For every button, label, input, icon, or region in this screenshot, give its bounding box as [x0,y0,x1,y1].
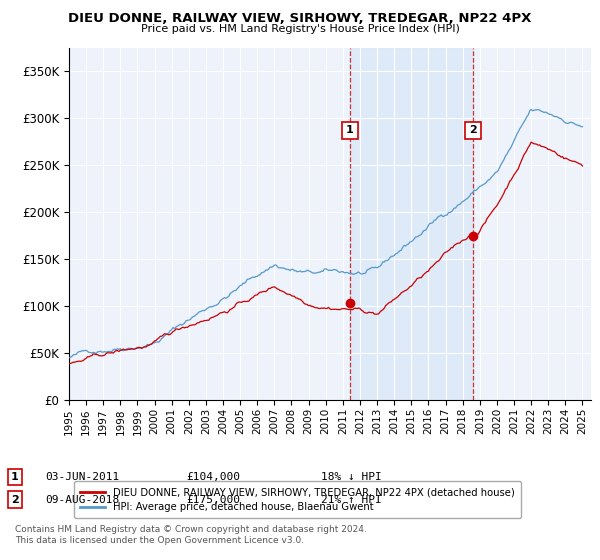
Text: 1: 1 [11,472,19,482]
Text: 2: 2 [469,125,477,136]
Text: 1: 1 [346,125,354,136]
Text: 2: 2 [11,494,19,505]
Text: 09-AUG-2018: 09-AUG-2018 [45,494,119,505]
Text: Contains HM Land Registry data © Crown copyright and database right 2024.: Contains HM Land Registry data © Crown c… [15,525,367,534]
Text: 21% ↑ HPI: 21% ↑ HPI [321,494,382,505]
Text: DIEU DONNE, RAILWAY VIEW, SIRHOWY, TREDEGAR, NP22 4PX: DIEU DONNE, RAILWAY VIEW, SIRHOWY, TREDE… [68,12,532,25]
Text: £175,000: £175,000 [186,494,240,505]
Text: 03-JUN-2011: 03-JUN-2011 [45,472,119,482]
Text: £104,000: £104,000 [186,472,240,482]
Legend: DIEU DONNE, RAILWAY VIEW, SIRHOWY, TREDEGAR, NP22 4PX (detached house), HPI: Ave: DIEU DONNE, RAILWAY VIEW, SIRHOWY, TREDE… [74,481,521,518]
Text: 18% ↓ HPI: 18% ↓ HPI [321,472,382,482]
Text: Price paid vs. HM Land Registry's House Price Index (HPI): Price paid vs. HM Land Registry's House … [140,24,460,34]
Text: This data is licensed under the Open Government Licence v3.0.: This data is licensed under the Open Gov… [15,536,304,545]
Bar [350,48,473,400]
